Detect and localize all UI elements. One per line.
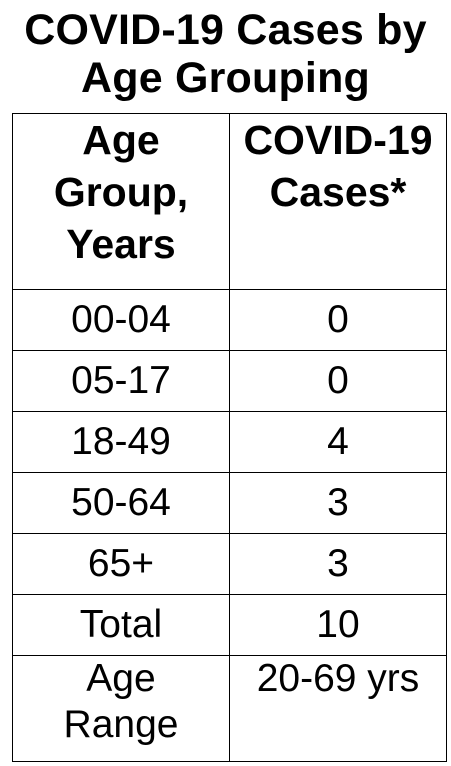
- age-group-cell: 18-49: [12, 411, 230, 473]
- age-group-cell: 05-17: [12, 350, 230, 412]
- table-row: 18-49 4: [12, 411, 447, 473]
- age-range-row: Age Range 20-69 yrs: [12, 655, 447, 762]
- cases-cell: 0: [229, 350, 447, 412]
- table-row: 05-17 0: [12, 350, 447, 412]
- table-row: 00-04 0: [12, 289, 447, 351]
- page-title: COVID-19 Cases by Age Grouping: [0, 6, 451, 102]
- cases-cell: 4: [229, 411, 447, 473]
- title-line-2: Age Grouping: [80, 54, 371, 102]
- table-row: 50-64 3: [12, 472, 447, 534]
- header-covid-cases: COVID-19 Cases*: [229, 113, 447, 290]
- title-line-1: COVID-19 Cases by: [24, 6, 427, 54]
- cases-cell: 0: [229, 289, 447, 351]
- age-group-cell: 65+: [12, 533, 230, 595]
- cases-cell: 3: [229, 472, 447, 534]
- age-range-label-cell: Age Range: [12, 655, 230, 762]
- age-group-cell: 00-04: [12, 289, 230, 351]
- header-age-group: Age Group, Years: [12, 113, 230, 290]
- age-group-cell: 50-64: [12, 472, 230, 534]
- table-row: 65+ 3: [12, 533, 447, 595]
- cases-cell: 3: [229, 533, 447, 595]
- covid-cases-table: Age Group, Years COVID-19 Cases* 00-04 0…: [12, 113, 447, 762]
- table-header-row: Age Group, Years COVID-19 Cases*: [12, 113, 447, 290]
- age-range-value-cell: 20-69 yrs: [229, 655, 447, 762]
- total-cases-cell: 10: [229, 594, 447, 656]
- total-label-cell: Total: [12, 594, 230, 656]
- total-row: Total 10: [12, 594, 447, 656]
